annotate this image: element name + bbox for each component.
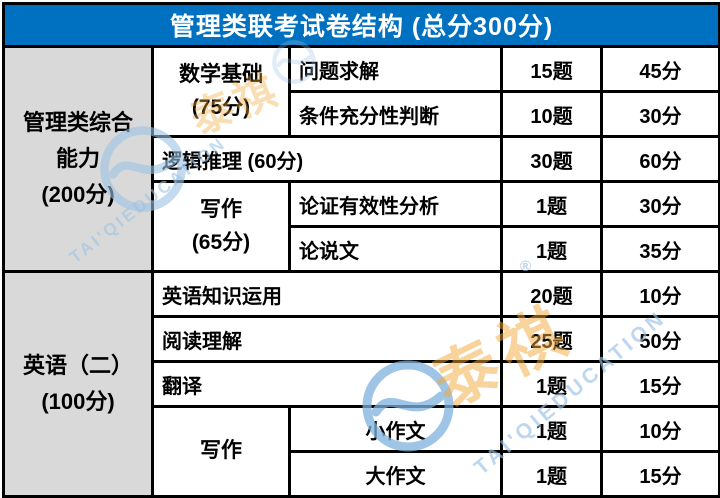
section-management-label: 管理类综合能力 bbox=[22, 109, 133, 171]
group-writing1-label: 写作 bbox=[200, 197, 242, 221]
points-cell-reading: 50分 bbox=[599, 315, 720, 363]
section-cell-english: 英语（二） (100分) bbox=[2, 270, 154, 498]
points-cell-problem-solving: 45分 bbox=[599, 45, 720, 93]
group-cell-logic: 逻辑推理 (60分) bbox=[151, 135, 503, 183]
group-cell-math: 数学基础 (75分) bbox=[151, 45, 291, 138]
item-cell-argument-analysis: 论证有效性分析 bbox=[288, 180, 503, 228]
group-cell-writing-2: 写作 bbox=[151, 405, 291, 498]
points-cell-argument-analysis: 30分 bbox=[599, 180, 720, 228]
count-cell-logic: 30题 bbox=[500, 135, 603, 183]
count-cell-translation: 1题 bbox=[500, 360, 603, 408]
count-cell-big-essay: 1题 bbox=[500, 450, 603, 498]
group-writing1-score: (65分) bbox=[191, 230, 251, 254]
points-cell-big-essay: 15分 bbox=[599, 450, 720, 498]
section-cell-management: 管理类综合能力 (200分) bbox=[2, 45, 154, 273]
section-english-label: 英语（二） bbox=[22, 352, 133, 378]
points-cell-sufficiency: 30分 bbox=[599, 90, 720, 138]
item-cell-big-essay: 大作文 bbox=[288, 450, 503, 498]
group-math-label: 数学基础 bbox=[179, 62, 263, 86]
item-cell-small-essay: 小作文 bbox=[288, 405, 503, 453]
table-title: 管理类联考试卷结构 (总分300分) bbox=[1, 2, 720, 48]
item-cell-problem-solving: 问题求解 bbox=[288, 45, 503, 93]
points-cell-small-essay: 10分 bbox=[599, 405, 720, 453]
points-cell-translation: 15分 bbox=[599, 360, 720, 408]
section-english-score: (100分) bbox=[41, 389, 115, 414]
group-math-score: (75分) bbox=[191, 95, 251, 119]
item-cell-sufficiency: 条件充分性判断 bbox=[288, 90, 503, 138]
count-cell-english-usage: 20题 bbox=[500, 270, 603, 318]
section-management-score: (200分) bbox=[41, 182, 115, 208]
count-cell-reading: 25题 bbox=[500, 315, 603, 363]
points-cell-logic: 60分 bbox=[599, 135, 720, 183]
item-cell-essay: 论说文 bbox=[288, 225, 503, 273]
item-cell-reading: 阅读理解 bbox=[151, 315, 503, 363]
count-cell-argument-analysis: 1题 bbox=[500, 180, 603, 228]
count-cell-sufficiency: 10题 bbox=[500, 90, 603, 138]
item-cell-translation: 翻译 bbox=[151, 360, 503, 408]
count-cell-problem-solving: 15题 bbox=[500, 45, 603, 93]
group-cell-writing-1: 写作 (65分) bbox=[151, 180, 291, 273]
count-cell-small-essay: 1题 bbox=[500, 405, 603, 453]
item-cell-english-usage: 英语知识运用 bbox=[151, 270, 503, 318]
points-cell-essay: 35分 bbox=[599, 225, 720, 273]
points-cell-english-usage: 10分 bbox=[599, 270, 720, 318]
count-cell-essay: 1题 bbox=[500, 225, 603, 273]
